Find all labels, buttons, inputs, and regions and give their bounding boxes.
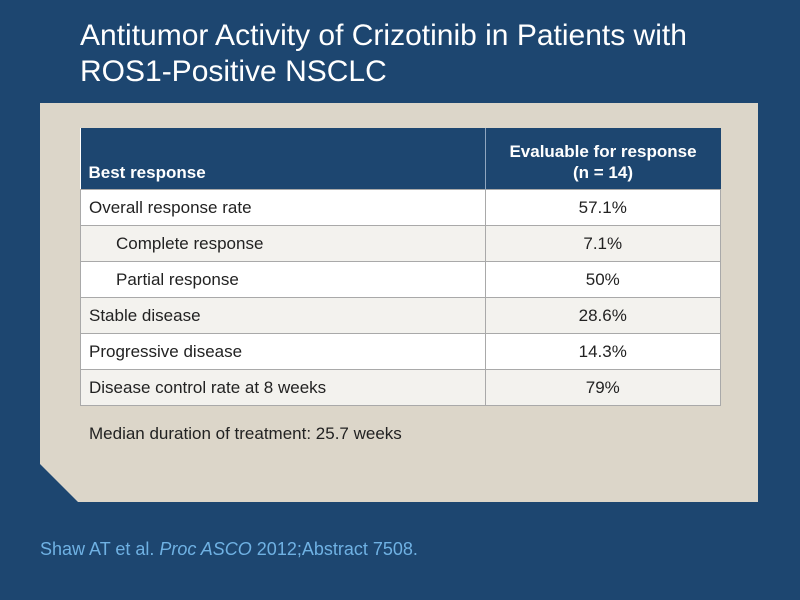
row-value: 14.3% [484,333,721,370]
table-row: Partial response 50% [80,261,721,298]
row-value: 28.6% [484,297,721,334]
table-row: Complete response 7.1% [80,225,721,262]
row-label: Progressive disease [80,333,486,370]
table-row: Disease control rate at 8 weeks 79% [80,369,721,406]
header-evaluable-line-1: Evaluable for response [509,142,697,161]
citation-journal: Proc ASCO [159,539,252,559]
row-value: 57.1% [484,189,721,226]
row-value: 79% [484,369,721,406]
slide-title: Antitumor Activity of Crizotinib in Pati… [80,18,780,90]
response-table: Best response Evaluable for response (n … [80,128,721,406]
citation: Shaw AT et al. Proc ASCO 2012;Abstract 7… [40,539,418,560]
row-value: 7.1% [484,225,721,262]
row-label: Complete response [80,225,486,262]
header-evaluable-line-2: (n = 14) [573,163,633,182]
table-row: Progressive disease 14.3% [80,333,721,370]
table-row: Stable disease 28.6% [80,297,721,334]
citation-details: 2012;Abstract 7508. [256,539,418,559]
row-label: Disease control rate at 8 weeks [80,369,486,406]
treatment-duration-note: Median duration of treatment: 25.7 weeks [89,424,402,443]
header-evaluable: Evaluable for response (n = 14) [484,128,721,190]
slide-title-line-2: ROS1-Positive NSCLC [80,55,387,88]
row-label: Stable disease [80,297,486,334]
table-header-row: Best response Evaluable for response (n … [80,128,721,190]
table-row: Overall response rate 57.1% [80,189,721,226]
row-value: 50% [484,261,721,298]
slide-title-line-1: Antitumor Activity of Crizotinib in Pati… [80,19,687,52]
row-label: Partial response [80,261,486,298]
citation-authors: Shaw AT et al. [40,539,155,559]
header-best-response: Best response [80,128,485,190]
row-label: Overall response rate [80,189,486,226]
